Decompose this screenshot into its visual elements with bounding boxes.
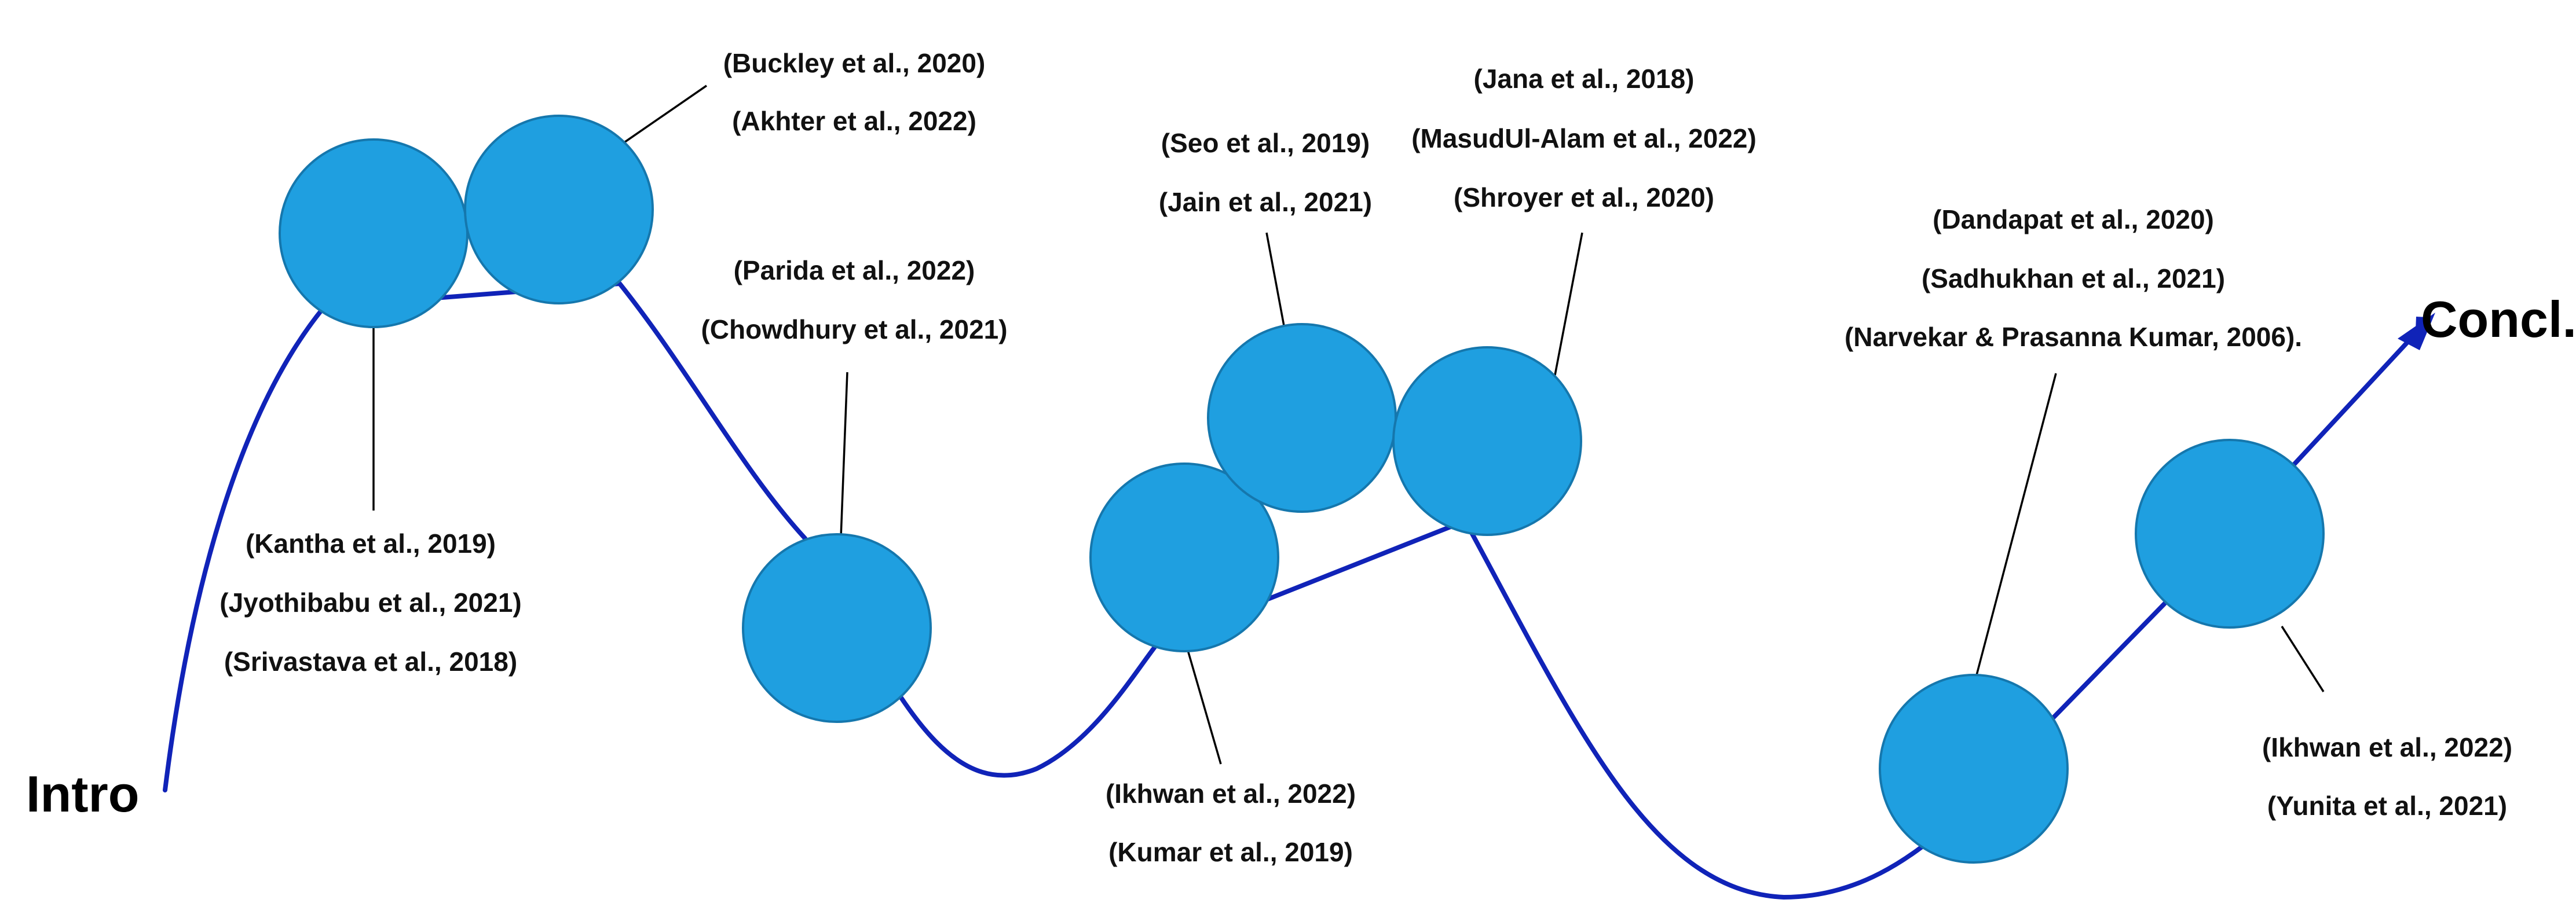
citation-group-3: (Parida et al., 2022) (Chowdhury et al.,… (701, 255, 1007, 344)
leader-line-g5 (1265, 232, 1286, 329)
leader-line-g8 (2281, 626, 2325, 692)
citation-group-8: (Ikhwan et al., 2022) (Yunita et al., 20… (2262, 732, 2512, 821)
citation: (Jana et al., 2018) (1474, 64, 1695, 94)
citation: (Buckley et al., 2020) (723, 48, 986, 78)
citation: (Shroyer et al., 2020) (1454, 182, 1714, 212)
node-1 (279, 138, 469, 328)
citation-group-1: (Kantha et al., 2019) (Jyothibabu et al.… (219, 528, 521, 677)
citation: (Parida et al., 2022) (734, 255, 975, 285)
citation: (Yunita et al., 2021) (2267, 791, 2507, 821)
citation: (Ikhwan et al., 2022) (2262, 732, 2512, 762)
citation: (Ikhwan et al., 2022) (1106, 779, 1356, 809)
node-5 (1207, 323, 1397, 513)
node-4 (1089, 462, 1279, 652)
node-2 (464, 115, 654, 304)
citation: (Kumar et al., 2019) (1108, 837, 1353, 867)
leader-line-g6 (1554, 232, 1583, 376)
leader-line-g2 (622, 85, 707, 145)
citation: (Chowdhury et al., 2021) (701, 314, 1007, 344)
citation-group-4: (Ikhwan et al., 2022) (Kumar et al., 201… (1106, 779, 1356, 867)
citation-group-2: (Buckley et al., 2020) (Akhter et al., 2… (723, 48, 986, 136)
citation: (Sadhukhan et al., 2021) (1922, 263, 2225, 293)
citation: (Jain et al., 2021) (1159, 187, 1372, 217)
node-6 (1392, 346, 1582, 536)
citation-group-6: (Jana et al., 2018) (MasudUl-Alam et al.… (1411, 64, 1757, 212)
citation: (Narvekar & Prasanna Kumar, 2006). (1845, 322, 2302, 352)
citation: (Kantha et al., 2019) (246, 528, 496, 559)
leader-line-g7 (1975, 373, 2057, 678)
citation: (Seo et al., 2019) (1161, 128, 1370, 158)
citation-group-5: (Seo et al., 2019) (Jain et al., 2021) (1159, 128, 1372, 217)
node-3 (742, 533, 932, 723)
leader-line-g3 (840, 372, 848, 538)
leader-line-g4 (1186, 648, 1222, 765)
node-7 (1879, 674, 2069, 864)
roadmap-path (163, 281, 2418, 900)
citation: (Jyothibabu et al., 2021) (219, 588, 521, 618)
node-8 (2135, 439, 2325, 629)
citation: (Dandapat et al., 2020) (1933, 204, 2214, 234)
citation: (Srivastava et al., 2018) (224, 647, 517, 677)
citation: (Akhter et al., 2022) (732, 106, 976, 136)
conclusion-label: Concl. (2421, 291, 2576, 348)
citation-group-7: (Dandapat et al., 2020) (Sadhukhan et al… (1845, 204, 2302, 352)
citation: (MasudUl-Alam et al., 2022) (1411, 123, 1757, 153)
intro-label: Intro (26, 765, 140, 823)
arrow-head-body (2398, 313, 2435, 350)
